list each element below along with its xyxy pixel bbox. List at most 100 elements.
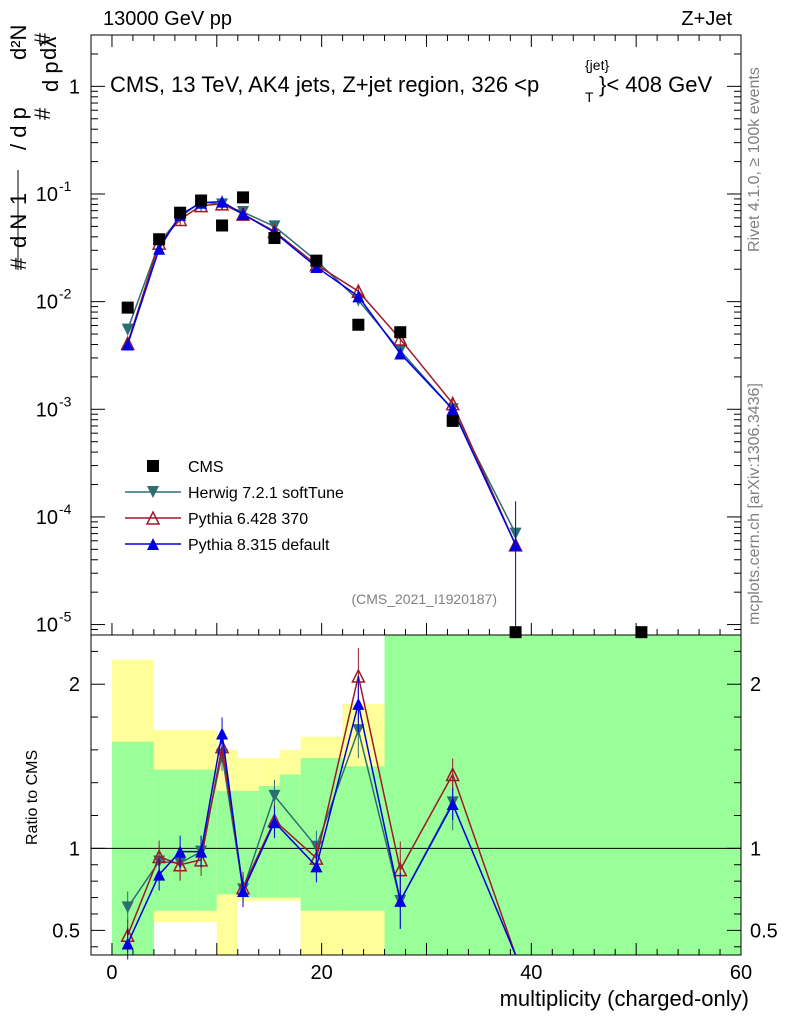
main-series	[120, 191, 648, 639]
band-white	[237, 900, 259, 955]
plot-title-end: }< 408 GeV	[599, 72, 712, 97]
ratio-panel-frame	[90, 634, 742, 956]
y-axis-label: # d N 1 / d p # d p # d²N dλ	[6, 25, 63, 270]
ratio-point	[174, 845, 187, 858]
ratio-point	[268, 816, 281, 829]
cms-point	[352, 318, 365, 331]
ratio-point	[446, 798, 459, 811]
ratio-y-tick-label-right: 0.5	[750, 920, 778, 942]
x-tick-label: 0	[106, 962, 117, 984]
ratio-point	[268, 789, 281, 802]
series-point	[153, 242, 166, 255]
legend-label: Pythia 6.428 370	[188, 511, 308, 528]
y-tick-exponent: -2	[59, 286, 72, 302]
y-tick-label: 10	[36, 615, 58, 637]
ratio-point	[153, 868, 166, 881]
y-tick-exponent: -4	[59, 501, 72, 517]
ratio-point	[445, 766, 460, 782]
ratio-y-tick-label: 1	[69, 838, 80, 860]
series-point	[352, 290, 365, 303]
svg-text:d p: d p	[38, 61, 63, 92]
legend-marker	[147, 460, 159, 472]
legend-marker	[147, 538, 159, 550]
ratio-point	[352, 697, 365, 710]
series-point	[393, 331, 408, 346]
legend-label: Pythia 8.315 default	[188, 537, 330, 554]
cms-point	[237, 191, 250, 204]
svg-text:#: #	[30, 32, 55, 45]
cms-point	[310, 254, 323, 267]
band-white	[195, 922, 217, 955]
legend-marker	[147, 486, 159, 498]
band-green	[384, 635, 427, 955]
ratio-line-1	[126, 675, 517, 956]
y-tick-label: 10	[36, 292, 58, 314]
cms-point	[509, 626, 522, 639]
ratio-series	[120, 648, 517, 960]
cms-point	[153, 233, 166, 246]
ratio-y-tick-label-right: 1	[750, 838, 761, 860]
ratio-y-tick-label: 0.5	[52, 920, 80, 942]
cms-point	[216, 219, 229, 232]
ratio-point	[121, 901, 134, 914]
plot-title-sub: T	[585, 89, 594, 105]
cms-point	[268, 232, 281, 245]
y-tick-label: 10	[36, 507, 58, 529]
cms-point	[446, 414, 459, 427]
series-point	[394, 347, 407, 360]
cms-point	[121, 301, 134, 314]
svg-text:d²N: d²N	[6, 25, 31, 60]
y-tick-exponent: -1	[59, 178, 72, 194]
ratio-point	[310, 860, 323, 873]
x-tick-label: 60	[730, 962, 752, 984]
rivet-label: Rivet 4.1.0, ≥ 100k events	[746, 67, 763, 252]
plot-title: CMS, 13 TeV, AK4 jets, Z+jet region, 326…	[110, 57, 712, 105]
legend-marker	[145, 510, 161, 525]
ratio-point	[172, 857, 188, 872]
cms-point	[394, 326, 407, 339]
y-tick-label: 1	[69, 76, 80, 98]
band-green	[279, 774, 301, 898]
svg-text:#: #	[30, 107, 55, 120]
legend-label: Herwig 7.2.1 softTune	[188, 485, 344, 502]
ratio-y-label: Ratio to CMS	[24, 750, 41, 845]
ratio-point	[394, 894, 407, 907]
series-line-0	[126, 200, 517, 534]
y-tick-exponent: -3	[59, 393, 72, 409]
ratio-y-tick-label-right: 2	[750, 674, 761, 696]
ratio-point	[237, 885, 250, 897]
band-green	[258, 785, 280, 898]
uncertainty-bands	[91, 635, 741, 955]
band-green	[216, 790, 238, 895]
band-green	[237, 790, 259, 898]
svg-text:/ d p: / d p	[6, 107, 31, 150]
ratio-point	[216, 727, 229, 740]
x-axis-label: multiplicity (charged-only)	[500, 986, 749, 1011]
band-green	[426, 635, 741, 955]
band-white	[258, 900, 280, 955]
series-point	[446, 403, 459, 416]
mcplots-label: mcplots.cern.ch [arXiv:1306.3436]	[746, 383, 763, 625]
plot-title-main: CMS, 13 TeV, AK4 jets, Z+jet region, 326…	[110, 72, 539, 97]
x-tick-label: 20	[311, 962, 333, 984]
ratio-point	[195, 845, 208, 858]
series-point	[121, 338, 134, 351]
series-point	[121, 323, 134, 336]
series-point	[237, 208, 250, 221]
series-point	[310, 260, 323, 273]
series-point	[216, 195, 229, 208]
plot-title-sup: {jet}	[585, 57, 609, 73]
cms-point	[195, 194, 208, 207]
band-green	[342, 766, 385, 911]
ratio-y-tick-label: 2	[69, 674, 80, 696]
analysis-id: (CMS_2021_I1920187)	[351, 591, 497, 607]
header-right: Z+Jet	[681, 8, 732, 30]
ratio-point	[121, 937, 134, 950]
y-tick-label: 10	[36, 184, 58, 206]
band-white	[279, 900, 301, 955]
header-left: 13000 GeV pp	[103, 8, 232, 30]
legend: CMS Herwig 7.2.1 softTune Pythia 6.428 370…	[125, 459, 344, 554]
cms-point	[635, 626, 648, 639]
